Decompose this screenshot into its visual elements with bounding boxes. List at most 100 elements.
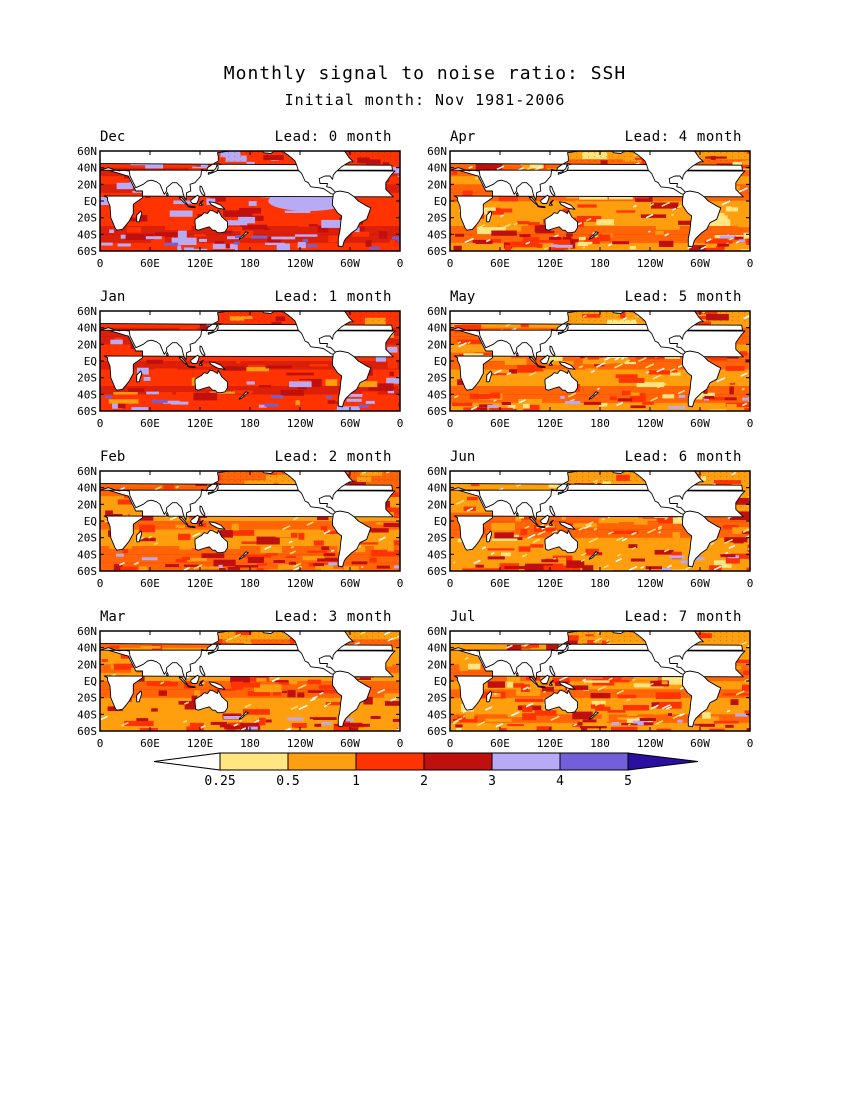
lon-tick-label: 0 [397, 417, 404, 430]
lon-tick-label: 120W [637, 577, 664, 590]
lon-tick-label: 0 [397, 257, 404, 270]
colorbar-segment [287, 752, 357, 771]
lon-tick-label: 180 [240, 737, 260, 750]
panel-lead-label: Lead: 5 month [625, 289, 742, 305]
colorbar-level-label: 4 [556, 774, 564, 789]
lon-tick-label: 180 [240, 257, 260, 270]
lat-tick-label: 40S [427, 548, 447, 561]
lat-tick-label: 40N [427, 162, 447, 175]
lat-tick-label: 60N [427, 465, 447, 478]
lat-tick-label: 20S [427, 692, 447, 705]
lat-tick-label: 40S [427, 708, 447, 721]
lon-tick-label: 60E [490, 257, 510, 270]
lon-tick-label: 180 [240, 577, 260, 590]
colorbar-level-label: 0.25 [204, 774, 235, 789]
lon-tick-label: 0 [397, 577, 404, 590]
lat-tick-label: 60S [427, 565, 447, 578]
lat-tick-label: EQ [84, 195, 97, 208]
panel-lead-label: Lead: 1 month [275, 289, 392, 305]
continents [450, 631, 746, 731]
lon-tick-label: 60E [140, 737, 160, 750]
lon-tick-label: 120E [537, 737, 564, 750]
colorbar-segment [355, 752, 425, 771]
lat-tick-label: EQ [84, 355, 97, 368]
lon-tick-label: 0 [747, 577, 754, 590]
lat-tick-label: 60S [427, 725, 447, 738]
lat-tick-label: 60S [77, 725, 97, 738]
colorbar-segment [219, 752, 289, 771]
lon-tick-label: 60W [690, 577, 710, 590]
lon-tick-label: 180 [590, 737, 610, 750]
lon-tick-label: 120E [187, 577, 214, 590]
colorbar-level-label: 2 [420, 774, 428, 789]
lon-tick-label: 120W [637, 417, 664, 430]
lon-tick-label: 0 [97, 737, 104, 750]
lat-tick-label: 40N [77, 482, 97, 495]
continents [450, 311, 746, 411]
lat-tick-label: 20S [427, 212, 447, 225]
lon-tick-label: 60W [340, 577, 360, 590]
lat-tick-label: 60N [77, 625, 97, 638]
lon-tick-label: 120E [187, 737, 214, 750]
lat-tick-label: 20S [427, 372, 447, 385]
lon-tick-label: 180 [590, 417, 610, 430]
lat-tick-label: 60N [427, 625, 447, 638]
lat-tick-label: 20N [77, 178, 97, 191]
lon-tick-label: 0 [97, 577, 104, 590]
lat-tick-label: 20N [427, 658, 447, 671]
lat-tick-label: 60S [77, 405, 97, 418]
lat-tick-label: 20S [77, 532, 97, 545]
lon-tick-label: 120W [287, 257, 314, 270]
panel-month-label: Dec [100, 129, 125, 145]
panel-lead-label: Lead: 3 month [275, 609, 392, 625]
lat-tick-label: 20S [427, 532, 447, 545]
lat-tick-label: 40S [77, 388, 97, 401]
panel-month-label: Jun [450, 449, 475, 465]
figure-title: Monthly signal to noise ratio: SSH [223, 63, 627, 84]
lat-tick-label: 40S [77, 548, 97, 561]
lat-tick-label: 40S [427, 388, 447, 401]
lon-tick-label: 60W [690, 737, 710, 750]
colorbar-segment [423, 752, 493, 771]
lon-tick-label: 0 [97, 417, 104, 430]
lon-tick-label: 120W [287, 577, 314, 590]
lat-tick-label: EQ [434, 675, 447, 688]
lon-tick-label: 180 [240, 417, 260, 430]
colorbar-segment [491, 752, 561, 771]
figure-subtitle: Initial month: Nov 1981-2006 [284, 91, 566, 109]
continents [100, 151, 396, 251]
lat-tick-label: 20S [77, 212, 97, 225]
lon-tick-label: 60W [340, 737, 360, 750]
colorbar-low-arrow [153, 752, 221, 771]
lat-tick-label: 60N [427, 305, 447, 318]
colorbar-level-label: 3 [488, 774, 496, 789]
lon-tick-label: 0 [447, 417, 454, 430]
lon-tick-label: 180 [590, 577, 610, 590]
lon-tick-label: 120E [187, 417, 214, 430]
lat-tick-label: 40S [77, 228, 97, 241]
lat-tick-label: 60S [427, 245, 447, 258]
panel-month-label: Apr [450, 129, 475, 145]
lat-tick-label: 40N [77, 162, 97, 175]
lon-tick-label: 60W [340, 257, 360, 270]
panel-lead-label: Lead: 6 month [625, 449, 742, 465]
lat-tick-label: 20N [427, 338, 447, 351]
lon-tick-label: 0 [747, 257, 754, 270]
colorbar-level-label: 5 [624, 774, 632, 789]
lat-tick-label: 60N [77, 305, 97, 318]
panel-month-label: Jan [100, 289, 125, 305]
colorbar-high-arrow [627, 752, 699, 771]
lat-tick-label: 60N [427, 145, 447, 158]
panel-month-label: May [450, 289, 475, 305]
lon-tick-label: 120W [637, 737, 664, 750]
lat-tick-label: EQ [434, 355, 447, 368]
colorbar-level-label: 1 [352, 774, 360, 789]
lon-tick-label: 60W [690, 257, 710, 270]
continents [100, 631, 396, 731]
lat-tick-label: 40N [77, 322, 97, 335]
colorbar-legend: 0.25 0.5 1 2 3 4 5 [153, 752, 699, 789]
